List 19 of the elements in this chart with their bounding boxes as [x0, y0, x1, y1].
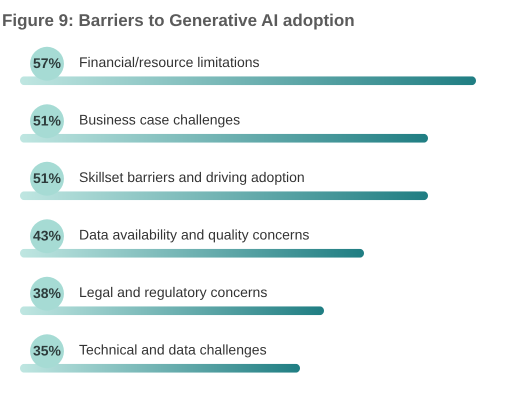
- y-tick-label: Data availability and quality concerns: [79, 226, 310, 242]
- y-tick-label: Skillset barriers and driving adoption: [79, 168, 305, 185]
- bar: [20, 248, 364, 258]
- bar: [20, 306, 324, 316]
- data-label: 51%: [32, 112, 62, 128]
- data-label: 51%: [32, 170, 62, 186]
- bar: [20, 364, 300, 373]
- y-tick-label: Technical and data challenges: [79, 341, 267, 358]
- y-tick-label: Business case challenges: [79, 111, 240, 128]
- data-label: 38%: [32, 284, 62, 301]
- y-tick-label: Financial/resource limitations: [79, 54, 260, 70]
- bar: [20, 76, 476, 86]
- data-label: 57%: [32, 54, 62, 71]
- y-tick-label: Legal and regulatory concerns: [79, 284, 268, 300]
- chart-title: Figure 9: Barriers to Generative AI adoption: [2, 11, 355, 30]
- bar: [20, 134, 428, 143]
- data-label: 43%: [32, 227, 62, 244]
- data-label: 35%: [32, 342, 62, 358]
- bar: [20, 191, 428, 200]
